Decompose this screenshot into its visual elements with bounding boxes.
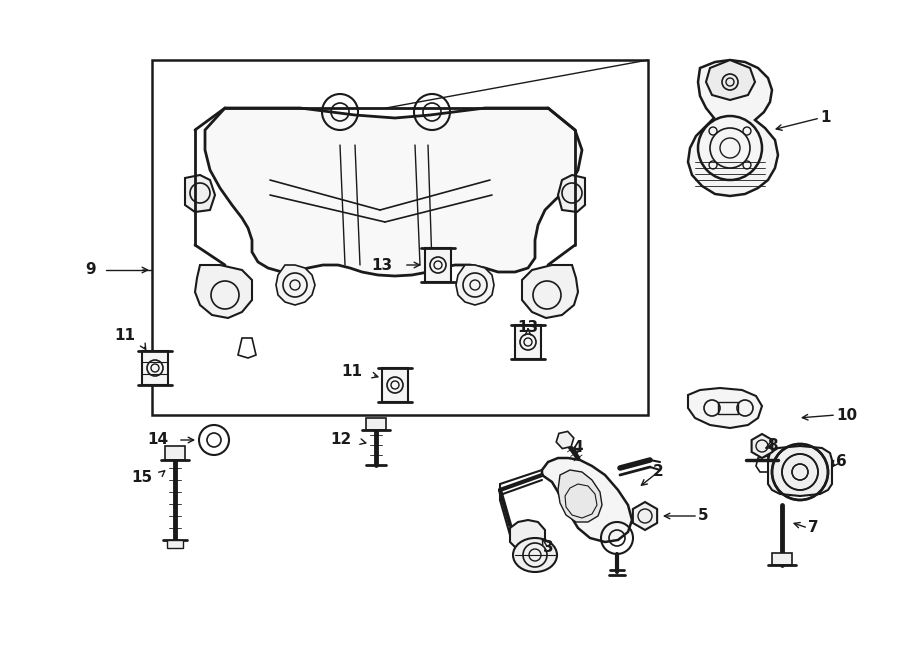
Text: 7: 7 (808, 520, 819, 535)
Bar (382, 368, 408, 402)
Text: 4: 4 (572, 440, 583, 455)
Text: 14: 14 (147, 432, 168, 447)
Polygon shape (510, 520, 545, 552)
Polygon shape (185, 175, 215, 212)
Bar (515, 325, 541, 359)
Polygon shape (688, 388, 762, 428)
Bar (425, 248, 451, 282)
Bar (165, 446, 185, 460)
Polygon shape (276, 265, 315, 305)
Bar (366, 418, 386, 430)
Bar (152, 60, 648, 415)
Polygon shape (195, 265, 252, 318)
Polygon shape (542, 458, 632, 542)
Polygon shape (706, 60, 755, 100)
Text: 12: 12 (331, 432, 352, 447)
Polygon shape (522, 265, 578, 318)
Bar (142, 351, 168, 385)
Bar (167, 540, 183, 548)
Text: 5: 5 (698, 508, 708, 524)
Polygon shape (558, 470, 602, 522)
Text: 15: 15 (130, 471, 152, 485)
Text: 11: 11 (341, 364, 362, 379)
Polygon shape (456, 265, 494, 305)
Text: 13: 13 (518, 320, 538, 335)
Polygon shape (558, 175, 585, 212)
Text: 10: 10 (836, 407, 857, 422)
Text: 2: 2 (652, 465, 663, 479)
Text: 13: 13 (371, 258, 392, 272)
Polygon shape (688, 60, 778, 196)
Polygon shape (768, 446, 832, 496)
Text: 9: 9 (86, 262, 96, 278)
Ellipse shape (513, 538, 557, 572)
Bar (772, 553, 792, 565)
Text: 6: 6 (836, 455, 847, 469)
Text: 3: 3 (543, 541, 553, 555)
Polygon shape (205, 108, 582, 276)
Text: 11: 11 (114, 327, 135, 342)
Text: 8: 8 (767, 438, 778, 453)
Text: 1: 1 (820, 110, 831, 126)
